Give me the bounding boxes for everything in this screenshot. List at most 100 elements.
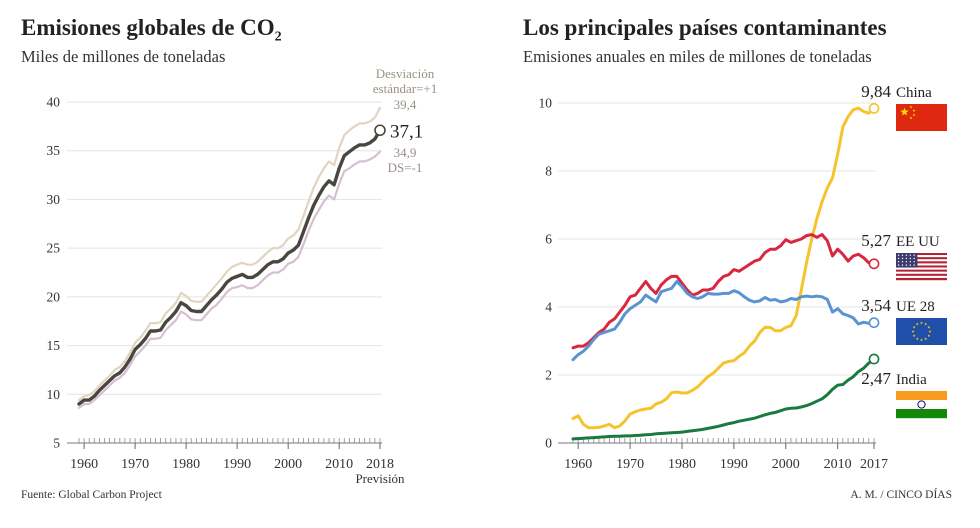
eu-flag-star bbox=[911, 330, 915, 333]
right-country-label-india: India bbox=[896, 372, 927, 388]
right-chart: 0 2 4 6 8 10 1960 1970 1980 1990 2000 2010 2017 9,84 C… bbox=[539, 82, 947, 472]
right-y-tick-label: 0 bbox=[545, 436, 552, 451]
left-upper-value: 39,4 bbox=[394, 97, 417, 112]
usa-flag-star bbox=[901, 257, 904, 260]
left-y-tick-label: 40 bbox=[47, 95, 61, 110]
usa-flag-stripe bbox=[896, 257, 947, 260]
usa-flag bbox=[896, 253, 947, 281]
source-note: Fuente: Global Carbon Project bbox=[21, 489, 162, 501]
usa-flag-star bbox=[897, 257, 900, 260]
left-chart-subtitle: Miles de millones de toneladas bbox=[21, 47, 226, 66]
left-chart-title-subscript: 2 bbox=[274, 29, 282, 45]
usa-flag-star bbox=[905, 257, 908, 260]
usa-flag-stripe bbox=[896, 261, 947, 264]
left-lower-value: 34,9 bbox=[394, 145, 417, 160]
right-x-tick-label: 2000 bbox=[772, 457, 800, 472]
left-x-tick-label: 2018 bbox=[366, 457, 394, 472]
left-x-tick-label: 1970 bbox=[121, 457, 149, 472]
usa-flag-star bbox=[897, 261, 900, 263]
usa-flag-stripe bbox=[896, 275, 947, 279]
left-y-tick-label: 15 bbox=[47, 338, 61, 353]
right-country-label-china: China bbox=[896, 85, 932, 101]
right-end-marker-india bbox=[868, 353, 880, 365]
left-upper-label-line1: Desviación bbox=[376, 66, 435, 81]
right-end-value-india: 2,47 bbox=[861, 369, 891, 388]
usa-flag-star bbox=[909, 257, 911, 260]
usa-flag-star bbox=[913, 261, 915, 263]
usa-flag-star bbox=[897, 254, 900, 256]
usa-flag-star bbox=[909, 264, 911, 266]
usa-flag-star bbox=[905, 254, 908, 256]
usa-flag-star bbox=[905, 264, 908, 266]
right-y-tick-label: 2 bbox=[545, 368, 552, 383]
china-flag-small-star bbox=[912, 113, 916, 117]
left-central-end-marker bbox=[374, 124, 386, 137]
right-series-line-eu bbox=[571, 280, 876, 362]
right-y-tick-label: 10 bbox=[539, 96, 553, 111]
usa-flag-stripe bbox=[896, 253, 947, 256]
usa-flag-star bbox=[901, 254, 904, 256]
right-end-value-china: 9,84 bbox=[861, 82, 891, 101]
eu-flag-star bbox=[920, 321, 923, 325]
usa-flag-stripe bbox=[896, 265, 947, 268]
india-flag-chakra bbox=[917, 400, 926, 409]
right-x-tick-label: 1960 bbox=[564, 457, 592, 472]
right-series-line-usa bbox=[571, 233, 876, 350]
left-series-line-lower bbox=[77, 150, 382, 409]
usa-flag-star bbox=[901, 261, 904, 263]
left-central-value: 37,1 bbox=[390, 121, 423, 142]
usa-flag-star bbox=[897, 264, 900, 266]
india-flag-green bbox=[896, 409, 947, 419]
usa-flag-star bbox=[909, 254, 911, 256]
india-flag bbox=[896, 391, 947, 419]
left-chart-title-text: Emisiones globales de CO bbox=[21, 15, 275, 40]
left-x-note-prevision: Previsión bbox=[355, 471, 405, 486]
right-x-tick-label: 2010 bbox=[824, 457, 852, 472]
usa-flag-stripe bbox=[896, 263, 947, 266]
left-y-tick-label: 5 bbox=[53, 436, 60, 451]
eu-flag-star bbox=[924, 337, 928, 341]
eu-flag-star bbox=[915, 337, 919, 341]
usa-flag-star bbox=[913, 264, 915, 266]
usa-flag-stripe bbox=[896, 269, 947, 272]
usa-flag-star bbox=[913, 254, 915, 256]
left-x-tick-label: 1990 bbox=[223, 457, 251, 472]
left-chart-title: Emisiones globales de CO2 bbox=[21, 15, 282, 46]
usa-flag-canton bbox=[896, 253, 918, 268]
eu-flag-star bbox=[920, 338, 923, 342]
eu-flag-star bbox=[927, 334, 931, 337]
usa-flag-star bbox=[901, 264, 904, 266]
left-upper-label-line2: estándar=+1 bbox=[373, 81, 437, 96]
usa-flag-star bbox=[905, 261, 908, 263]
left-series-line-upper bbox=[77, 106, 382, 402]
left-y-tick-label: 30 bbox=[47, 192, 61, 207]
left-y-tick-label: 10 bbox=[47, 387, 61, 402]
eu-flag-star bbox=[928, 330, 932, 333]
eu-flag-star bbox=[927, 325, 931, 329]
usa-flag-stripe bbox=[896, 259, 947, 262]
usa-flag-star bbox=[909, 261, 911, 263]
right-x-tick-label: 1970 bbox=[616, 457, 644, 472]
right-x-tick-label: 2017 bbox=[860, 457, 888, 472]
left-y-tick-label: 35 bbox=[47, 143, 61, 158]
right-y-tick-label: 8 bbox=[545, 164, 552, 179]
usa-flag-star bbox=[913, 257, 915, 260]
right-end-marker-eu bbox=[868, 317, 880, 329]
china-flag-small-star bbox=[912, 109, 916, 112]
china-flag bbox=[896, 104, 947, 131]
left-x-tick-label: 2000 bbox=[274, 457, 302, 472]
eu-flag-star bbox=[912, 334, 916, 337]
right-chart-title: Los principales países contaminantes bbox=[523, 15, 887, 40]
right-x-tick-label: 1990 bbox=[720, 457, 748, 472]
right-end-marker-usa bbox=[868, 258, 880, 270]
right-y-tick-label: 6 bbox=[545, 232, 552, 247]
usa-flag-stripe bbox=[896, 267, 947, 270]
china-flag-big-star bbox=[900, 107, 909, 116]
left-x-tick-label: 1960 bbox=[70, 457, 98, 472]
usa-flag-stripe bbox=[896, 273, 947, 277]
right-chart-subtitle: Emisiones anuales en miles de millones d… bbox=[523, 47, 872, 66]
right-end-value-eu: 3,54 bbox=[861, 296, 891, 315]
eu-flag-star bbox=[912, 325, 916, 329]
left-series-line-central bbox=[77, 128, 382, 406]
